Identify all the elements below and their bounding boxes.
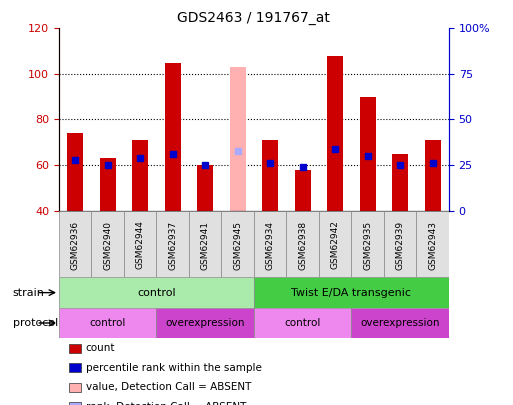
Bar [197, 165, 213, 211]
Text: GSM62935: GSM62935 [363, 221, 372, 270]
Bar [59, 308, 156, 338]
Text: GSM62943: GSM62943 [428, 221, 437, 270]
Text: overexpression: overexpression [361, 318, 440, 328]
Title: GDS2463 / 191767_at: GDS2463 / 191767_at [177, 11, 330, 25]
Bar [100, 158, 116, 211]
Text: GSM62936: GSM62936 [71, 221, 80, 270]
Bar [262, 140, 278, 211]
Text: GSM62940: GSM62940 [103, 221, 112, 270]
Bar [351, 308, 449, 338]
Text: GSM62938: GSM62938 [298, 221, 307, 270]
Text: GSM62939: GSM62939 [396, 221, 405, 270]
Bar [254, 308, 351, 338]
Text: rank, Detection Call = ABSENT: rank, Detection Call = ABSENT [86, 402, 246, 405]
Text: GSM62941: GSM62941 [201, 221, 210, 270]
Bar [91, 211, 124, 277]
Bar [189, 211, 222, 277]
Bar [254, 277, 449, 308]
Text: count: count [86, 343, 115, 353]
Bar [222, 211, 254, 277]
Bar [124, 211, 156, 277]
Text: control: control [137, 288, 176, 298]
Text: control: control [285, 318, 321, 328]
Text: strain: strain [13, 288, 45, 298]
Bar [424, 140, 441, 211]
Text: GSM62944: GSM62944 [136, 221, 145, 269]
Text: overexpression: overexpression [166, 318, 245, 328]
Bar [417, 211, 449, 277]
Text: protocol: protocol [13, 318, 58, 328]
Text: percentile rank within the sample: percentile rank within the sample [86, 363, 262, 373]
Text: GSM62945: GSM62945 [233, 221, 242, 270]
Bar [165, 62, 181, 211]
Text: GSM62942: GSM62942 [331, 221, 340, 269]
Text: control: control [90, 318, 126, 328]
Text: GSM62934: GSM62934 [266, 221, 274, 270]
Bar [351, 211, 384, 277]
Bar [286, 211, 319, 277]
Bar [254, 211, 286, 277]
Bar [319, 211, 351, 277]
Bar [360, 97, 376, 211]
Text: GSM62937: GSM62937 [168, 221, 177, 270]
Bar [392, 153, 408, 211]
Bar [59, 211, 91, 277]
Bar [294, 170, 311, 211]
Bar [67, 133, 83, 211]
Bar [156, 211, 189, 277]
Bar [132, 140, 148, 211]
Bar [229, 67, 246, 211]
Bar [156, 308, 254, 338]
Bar [384, 211, 417, 277]
Bar [59, 277, 254, 308]
Bar [327, 55, 343, 211]
Text: Twist E/DA transgenic: Twist E/DA transgenic [291, 288, 411, 298]
Text: value, Detection Call = ABSENT: value, Detection Call = ABSENT [86, 382, 251, 392]
